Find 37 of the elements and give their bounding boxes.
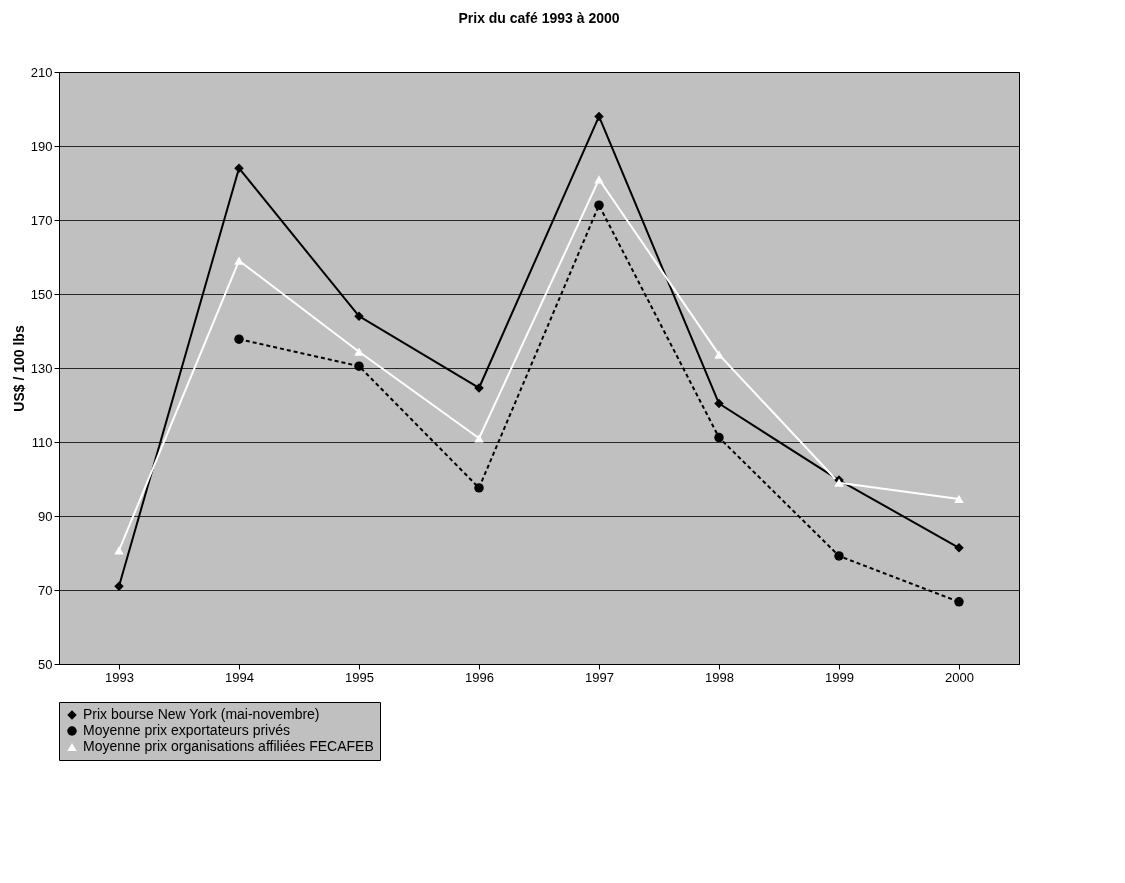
x-tick-label: 1995 bbox=[345, 669, 374, 685]
legend-label: Prix bourse New York (mai-novembre) bbox=[83, 706, 320, 722]
y-tick-label: 50 bbox=[38, 656, 53, 672]
point bbox=[594, 111, 604, 122]
x-tick-label: 1999 bbox=[825, 669, 854, 685]
chart-title: Prix du café 1993 à 2000 bbox=[458, 10, 620, 26]
point bbox=[474, 483, 484, 493]
y-tick-label: 90 bbox=[38, 508, 53, 524]
point bbox=[714, 432, 724, 443]
point bbox=[354, 347, 364, 356]
point bbox=[354, 361, 364, 371]
y-tick-label: 150 bbox=[30, 286, 53, 302]
y-tick-label: 210 bbox=[30, 64, 53, 80]
legend-label: Moyenne prix organisations affiliées FECAFEB bbox=[83, 738, 374, 754]
point bbox=[954, 494, 964, 504]
y-tick-label: 70 bbox=[38, 582, 53, 598]
x-tick-label: 1996 bbox=[465, 669, 494, 685]
y-tick-label: 130 bbox=[30, 360, 53, 376]
point bbox=[834, 551, 844, 561]
x-tick-label: 2000 bbox=[945, 669, 974, 685]
y-axis-title: US$ / 100 lbs bbox=[10, 325, 27, 412]
x-tick-label: 1994 bbox=[225, 669, 254, 685]
y-tick-label: 170 bbox=[30, 212, 53, 228]
x-tick-label: 1997 bbox=[585, 669, 614, 685]
y-tick-label: 190 bbox=[30, 138, 53, 154]
point bbox=[234, 256, 244, 265]
point bbox=[114, 546, 124, 555]
point bbox=[954, 597, 964, 607]
y-tick-label: 110 bbox=[31, 434, 53, 450]
legend-label: Moyenne prix exportateurs privés bbox=[83, 722, 290, 738]
point bbox=[594, 200, 604, 210]
point bbox=[714, 398, 724, 409]
point bbox=[114, 581, 124, 592]
x-tick-label: 1993 bbox=[105, 669, 134, 685]
point bbox=[234, 334, 244, 344]
point bbox=[714, 350, 724, 359]
x-tick-label: 1998 bbox=[705, 669, 734, 685]
